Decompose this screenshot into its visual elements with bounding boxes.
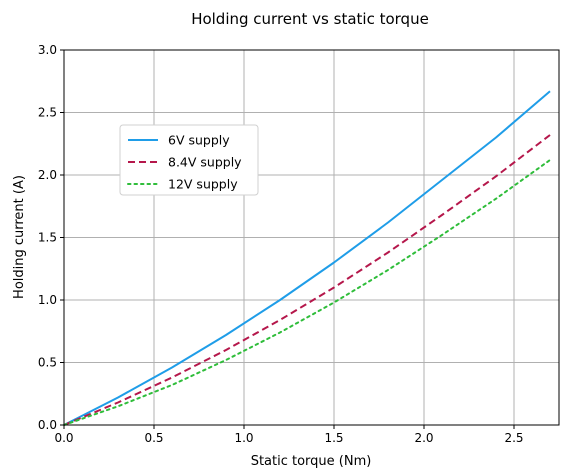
y-tick-label: 1.5 — [38, 231, 57, 245]
chart-title: Holding current vs static torque — [191, 10, 429, 28]
x-tick-label: 0.5 — [144, 431, 163, 445]
legend-box — [119, 124, 259, 196]
series-line-1 — [63, 90, 551, 426]
x-tick-label: 0.0 — [54, 431, 73, 445]
x-axis-label: Static torque (Nm) — [251, 454, 372, 469]
legend-entries: 6V supply 8.4V supply 12V supply — [127, 133, 242, 192]
legend: 6V supply 8.4V supply 12V supply — [119, 124, 259, 196]
grid — [63, 49, 559, 426]
legend-label-1: 6V supply — [168, 133, 230, 148]
series-line-3 — [63, 159, 551, 426]
y-tick-label: 0.0 — [38, 418, 57, 432]
series-layer — [63, 90, 551, 426]
series-line-2 — [63, 134, 551, 426]
y-axis-label: Holding current (A) — [12, 175, 27, 299]
x-tick-label: 2.5 — [504, 431, 523, 445]
x-tick-label: 1.0 — [234, 431, 253, 445]
ticks: 0.0 0.5 1.0 1.5 2.0 2.5 0.0 0.5 1.0 1.5 2.0 2.5 3.0 — [38, 43, 524, 445]
x-tick-label: 1.5 — [324, 431, 343, 445]
y-tick-label: 0.5 — [38, 356, 57, 370]
y-tick-label: 2.5 — [38, 106, 57, 120]
x-tick-label: 2.0 — [414, 431, 433, 445]
y-tick-label: 1.0 — [38, 293, 57, 307]
legend-label-2: 8.4V supply — [168, 155, 242, 170]
y-tick-label: 2.0 — [38, 168, 57, 182]
y-tick-label: 3.0 — [38, 43, 57, 57]
legend-label-3: 12V supply — [168, 177, 238, 192]
